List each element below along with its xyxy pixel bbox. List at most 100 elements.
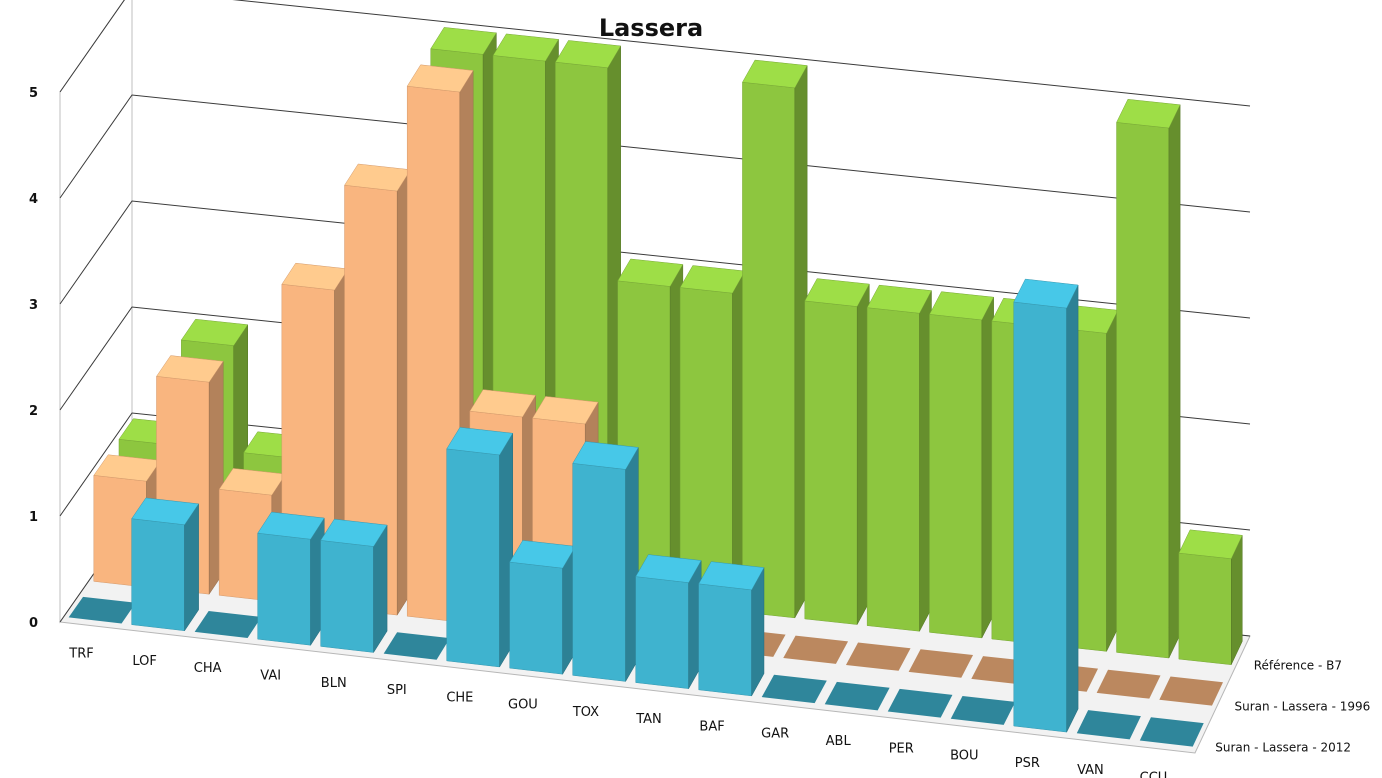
bar [698, 561, 765, 697]
x-tick-label: BLN [321, 676, 347, 691]
bar [1178, 529, 1243, 665]
y-tick-label: 2 [29, 404, 38, 419]
gridline [59, 200, 1251, 319]
bar-side-face [373, 524, 388, 654]
bar-zero-tile [908, 649, 974, 678]
bar [68, 596, 136, 624]
x-tick-label: CCU [1140, 770, 1168, 778]
bar-top-face [257, 511, 325, 540]
x-tick-label: TAN [635, 712, 662, 727]
bar [783, 635, 849, 664]
bar [194, 610, 262, 638]
bar-top-face [804, 278, 870, 307]
x-tick-label: BAF [699, 719, 724, 734]
bar [1116, 99, 1181, 659]
bar-zero-tile [1096, 669, 1161, 699]
bar [1139, 717, 1204, 747]
legend-label: Suran - Lassera - 2012 [1215, 740, 1351, 754]
bar [572, 441, 639, 683]
bar-front-face [509, 561, 563, 675]
bar-zero-tile [845, 642, 911, 671]
bar [1096, 669, 1161, 699]
bar [950, 695, 1016, 725]
bar [908, 649, 974, 678]
bar-zero-tile [824, 681, 890, 711]
bar-zero-tile [194, 610, 262, 638]
bar-side-face [1066, 284, 1079, 733]
bar-top-face [572, 441, 639, 470]
chart-title: Lassera [598, 14, 704, 42]
bar-zero-tile [1139, 717, 1204, 747]
bar [257, 511, 325, 647]
bar-front-face [804, 300, 858, 625]
bar-zero-tile [383, 632, 450, 660]
bar-top-face [156, 355, 224, 383]
bar-front-face [1013, 301, 1067, 733]
bar-front-face [1178, 552, 1232, 665]
x-tick-label: BOU [950, 749, 978, 764]
bar-top-face [866, 284, 932, 314]
bar-front-face [742, 81, 796, 619]
bar-top-face [1013, 278, 1079, 309]
y-tick-label: 4 [29, 192, 38, 207]
x-tick-label: TOX [572, 705, 599, 720]
bar-zero-tile [887, 688, 953, 718]
bar [845, 642, 911, 671]
bar-top-face [469, 389, 537, 418]
x-tick-label: VAI [260, 668, 281, 683]
x-tick-label: CHA [194, 661, 222, 676]
bar [887, 688, 953, 718]
bar [929, 291, 995, 639]
x-tick-label: ABL [826, 734, 852, 749]
bar-zero-tile [950, 695, 1016, 725]
x-tick-label: TRF [68, 647, 93, 662]
bar-zero-tile [68, 596, 136, 624]
legend-label: Référence - B7 [1254, 659, 1342, 673]
bar [1076, 710, 1141, 740]
legend-label: Suran - Lassera - 1996 [1235, 700, 1371, 714]
bar-zero-tile [1159, 676, 1224, 706]
bar [824, 681, 890, 711]
bar-top-face [180, 318, 249, 346]
y-tick-label: 3 [29, 298, 38, 313]
bar-front-face [257, 532, 311, 646]
gridline [59, 0, 1251, 107]
plot-area: 0 1 2 3 4 5 TRF LOF CHA VAI BLN SPI CHE GOU TOX TAN BAF G… [29, 0, 1370, 778]
bar-top-face [698, 561, 765, 591]
bar [804, 278, 870, 625]
bar-side-face [184, 503, 199, 632]
bar [635, 554, 702, 690]
bar-front-face [1116, 122, 1170, 659]
bar [131, 497, 200, 632]
x-tick-label: LOF [132, 654, 157, 669]
bar-top-face [1116, 99, 1181, 129]
bar [320, 518, 388, 654]
bar-front-face [131, 518, 185, 632]
x-tick-label: SPI [387, 683, 407, 698]
x-tick-label: PER [889, 741, 914, 756]
x-tick-label: GAR [761, 727, 789, 742]
bar-zero-tile [783, 635, 849, 664]
y-tick-label: 5 [29, 86, 38, 101]
bar-top-face [430, 27, 497, 55]
bar-top-face [492, 33, 559, 62]
bar [1159, 676, 1224, 706]
bar-top-face [320, 518, 388, 547]
bar-front-face [635, 576, 689, 689]
gridline [59, 94, 1251, 213]
y-tick-label: 1 [29, 510, 38, 525]
x-tick-label: CHE [446, 690, 473, 705]
bar [679, 265, 746, 613]
x-tick-label: GOU [508, 698, 538, 713]
bar-top-face [617, 258, 684, 287]
bar-zero-tile [1076, 710, 1141, 740]
bar [446, 427, 514, 668]
bar-top-face [131, 497, 200, 526]
bar-side-face [1106, 310, 1119, 652]
y-tick-label: 0 [29, 616, 38, 631]
bar-front-face [929, 314, 983, 639]
bar-top-face [532, 396, 599, 425]
bar [761, 674, 827, 704]
bar-front-face [866, 307, 920, 632]
